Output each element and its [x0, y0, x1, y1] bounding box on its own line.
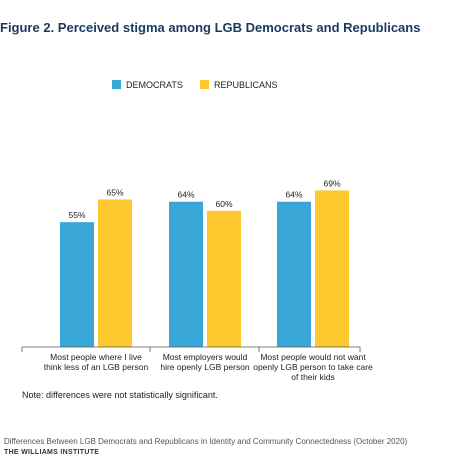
legend-swatch-democrats: [112, 80, 121, 89]
figure-title: Figure 2. Perceived stigma among LGB Dem…: [0, 20, 421, 35]
chart-note: Note: differences were not statistically…: [22, 390, 218, 400]
bar-republicans-1: [98, 199, 132, 347]
category-label-2: Most employers would hire openly LGB pers…: [160, 352, 250, 372]
data-label-democrats-3: 64%: [285, 190, 302, 200]
bar-democrats-2: [169, 201, 203, 347]
category-label-3: Most people would not want openly LGB per…: [253, 352, 373, 382]
data-label-republicans-1: 65%: [106, 187, 123, 197]
bar-republicans-2: [207, 210, 241, 347]
data-label-democrats-2: 64%: [177, 190, 194, 200]
bar-democrats-3: [277, 201, 311, 347]
data-label-republicans-2: 60%: [215, 199, 232, 209]
institute-name: THE WILLIAMS INSTITUTE: [4, 449, 100, 456]
bar-democrats-1: [60, 222, 94, 347]
bar-republicans-3: [315, 190, 349, 347]
source-line: Differences Between LGB Democrats and Re…: [4, 437, 408, 446]
legend-label-democrats: DEMOCRATS: [126, 80, 183, 90]
legend-label-republicans: REPUBLICANS: [214, 80, 278, 90]
bar-chart: DEMOCRATS REPUBLICANS 55% 65% Most people wh…: [21, 80, 373, 382]
category-label-1: Most people where I live think less of an…: [44, 352, 149, 372]
data-label-democrats-1: 55%: [68, 210, 85, 220]
data-label-republicans-3: 69%: [323, 178, 340, 188]
legend-swatch-republicans: [200, 80, 209, 89]
